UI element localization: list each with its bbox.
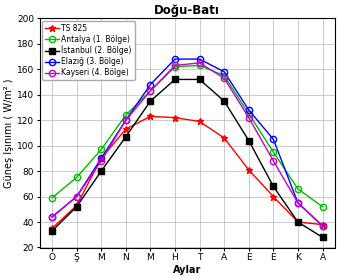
- Antalya (1. Bölge): [99, 148, 103, 151]
- Kayseri (4. Bölge): [124, 119, 128, 122]
- Elazığ (3. Bölge): [198, 57, 202, 61]
- Antalya (1. Bölge): [247, 112, 251, 116]
- Line: Antalya (1. Bölge): Antalya (1. Bölge): [49, 62, 326, 210]
- Elazığ (3. Bölge): [320, 224, 324, 228]
- Kayseri (4. Bölge): [320, 224, 324, 228]
- İstanbul (2. Bölge): [50, 229, 54, 233]
- TS 825: [198, 120, 202, 123]
- TS 825: [99, 157, 103, 160]
- TS 825: [50, 227, 54, 230]
- Antalya (1. Bölge): [124, 114, 128, 117]
- Antalya (1. Bölge): [198, 64, 202, 67]
- Elazığ (3. Bölge): [271, 138, 275, 141]
- Kayseri (4. Bölge): [271, 159, 275, 163]
- Elazığ (3. Bölge): [99, 157, 103, 160]
- İstanbul (2. Bölge): [222, 99, 226, 103]
- TS 825: [148, 115, 153, 118]
- Elazığ (3. Bölge): [124, 119, 128, 122]
- İstanbul (2. Bölge): [271, 185, 275, 188]
- Kayseri (4. Bölge): [296, 201, 300, 205]
- İstanbul (2. Bölge): [173, 78, 177, 81]
- TS 825: [320, 223, 324, 226]
- İstanbul (2. Bölge): [75, 205, 79, 208]
- Legend: TS 825, Antalya (1. Bölge), İstanbul (2. Bölge), Elazığ (3. Bölge), Kayseri (4. : TS 825, Antalya (1. Bölge), İstanbul (2.…: [42, 21, 135, 80]
- Antalya (1. Bölge): [296, 187, 300, 191]
- Line: İstanbul (2. Bölge): İstanbul (2. Bölge): [49, 77, 325, 240]
- Line: Kayseri (4. Bölge): Kayseri (4. Bölge): [49, 60, 326, 229]
- Kayseri (4. Bölge): [173, 64, 177, 67]
- TS 825: [271, 195, 275, 198]
- İstanbul (2. Bölge): [320, 236, 324, 239]
- Antalya (1. Bölge): [222, 74, 226, 77]
- Elazığ (3. Bölge): [296, 201, 300, 205]
- TS 825: [75, 204, 79, 207]
- Line: Elazığ (3. Bölge): Elazığ (3. Bölge): [49, 56, 326, 229]
- İstanbul (2. Bölge): [99, 169, 103, 173]
- TS 825: [173, 116, 177, 119]
- Elazığ (3. Bölge): [222, 70, 226, 73]
- Antalya (1. Bölge): [148, 89, 153, 93]
- TS 825: [222, 136, 226, 140]
- TS 825: [296, 220, 300, 224]
- Elazığ (3. Bölge): [148, 83, 153, 86]
- Antalya (1. Bölge): [75, 176, 79, 179]
- Antalya (1. Bölge): [173, 65, 177, 68]
- Kayseri (4. Bölge): [247, 116, 251, 119]
- İstanbul (2. Bölge): [148, 99, 153, 103]
- Kayseri (4. Bölge): [198, 61, 202, 64]
- Kayseri (4. Bölge): [99, 159, 103, 163]
- Antalya (1. Bölge): [271, 150, 275, 154]
- Elazığ (3. Bölge): [50, 215, 54, 219]
- Kayseri (4. Bölge): [148, 89, 153, 93]
- X-axis label: Aylar: Aylar: [173, 265, 201, 275]
- TS 825: [124, 128, 128, 131]
- Elazığ (3. Bölge): [247, 108, 251, 112]
- Elazığ (3. Bölge): [75, 195, 79, 198]
- Elazığ (3. Bölge): [173, 57, 177, 61]
- Kayseri (4. Bölge): [222, 76, 226, 80]
- Line: TS 825: TS 825: [49, 113, 326, 232]
- Y-axis label: Güneş Işınımı ( W/m² ): Güneş Işınımı ( W/m² ): [4, 78, 14, 188]
- İstanbul (2. Bölge): [198, 78, 202, 81]
- Title: Doğu-Batı: Doğu-Batı: [154, 4, 220, 17]
- Antalya (1. Bölge): [320, 205, 324, 208]
- TS 825: [247, 168, 251, 172]
- İstanbul (2. Bölge): [247, 139, 251, 142]
- İstanbul (2. Bölge): [124, 135, 128, 138]
- İstanbul (2. Bölge): [296, 220, 300, 224]
- Kayseri (4. Bölge): [50, 215, 54, 219]
- Antalya (1. Bölge): [50, 196, 54, 199]
- Kayseri (4. Bölge): [75, 195, 79, 198]
